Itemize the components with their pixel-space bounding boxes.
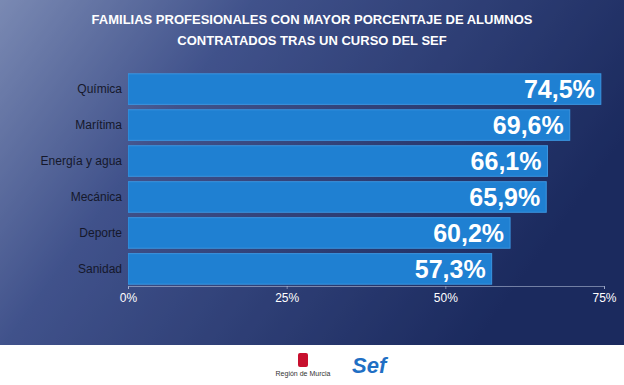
y-tick-label: Deporte xyxy=(79,226,122,240)
y-tick-label: Química xyxy=(77,82,122,96)
y-tick: Deporte xyxy=(79,226,128,240)
y-tick-label: Mecánica xyxy=(71,190,123,204)
data-label: 69,6% xyxy=(493,111,564,139)
data-label: 60,2% xyxy=(433,219,504,247)
x-tick-mark xyxy=(287,286,288,289)
x-tick-mark xyxy=(604,286,605,289)
x-tick: 0% xyxy=(120,286,138,305)
title-line: CONTRATADOS TRAS UN CURSO DEL SEF xyxy=(177,33,446,48)
bar xyxy=(128,254,492,285)
x-tick: 50% xyxy=(434,286,458,305)
y-tick: Sanidad xyxy=(78,262,128,276)
bar xyxy=(128,218,510,249)
data-label: 74,5% xyxy=(524,75,595,103)
x-tick-mark xyxy=(445,286,446,289)
bar xyxy=(128,146,548,177)
y-tick-label: Sanidad xyxy=(78,262,122,276)
bar xyxy=(128,110,570,141)
y-tick-label: Energía y agua xyxy=(41,154,123,168)
x-tick-mark xyxy=(128,286,129,289)
background xyxy=(0,0,624,345)
y-tick-label: Marítima xyxy=(75,118,122,132)
logo-region: Región de Murcia xyxy=(276,370,331,378)
x-tick-label: 75% xyxy=(592,291,616,305)
x-axis-line xyxy=(129,287,605,290)
data-label: 65,9% xyxy=(469,183,540,211)
x-tick-label: 0% xyxy=(120,291,138,305)
x-tick: 75% xyxy=(592,286,616,305)
y-axis: Química Marítima Energía y agua Mecánica Dep… xyxy=(41,73,129,287)
y-axis-line xyxy=(128,73,129,287)
data-label: 57,3% xyxy=(415,255,486,283)
bar xyxy=(128,182,546,213)
bar xyxy=(128,74,601,105)
chart-container: FAMILIAS PROFESIONALES CON MAYOR PORCENT… xyxy=(0,0,624,385)
title-line: FAMILIAS PROFESIONALES CON MAYOR PORCENT… xyxy=(92,12,533,27)
x-tick-label: 25% xyxy=(275,291,299,305)
x-axis: 0% 25% 50% 75% xyxy=(120,286,617,305)
y-tick: Química xyxy=(77,82,128,96)
data-labels: 74,5% 69,6% 66,1% 65,9% 60,2% 57,3% xyxy=(415,75,595,283)
crest-icon xyxy=(298,353,308,367)
bars xyxy=(128,74,601,284)
title: FAMILIAS PROFESIONALES CON MAYOR PORCENT… xyxy=(92,12,533,48)
footer-background xyxy=(0,345,624,385)
x-tick-label: 50% xyxy=(434,291,458,305)
background-shade xyxy=(0,0,624,345)
x-tick: 25% xyxy=(275,286,299,305)
y-tick: Marítima xyxy=(75,118,128,132)
y-tick: Energía y agua xyxy=(41,154,128,168)
y-tick: Mecánica xyxy=(71,190,128,204)
chart-svg: FAMILIAS PROFESIONALES CON MAYOR PORCENT… xyxy=(0,0,624,385)
logo-sef: Sef xyxy=(352,353,389,378)
data-label: 66,1% xyxy=(471,147,542,175)
